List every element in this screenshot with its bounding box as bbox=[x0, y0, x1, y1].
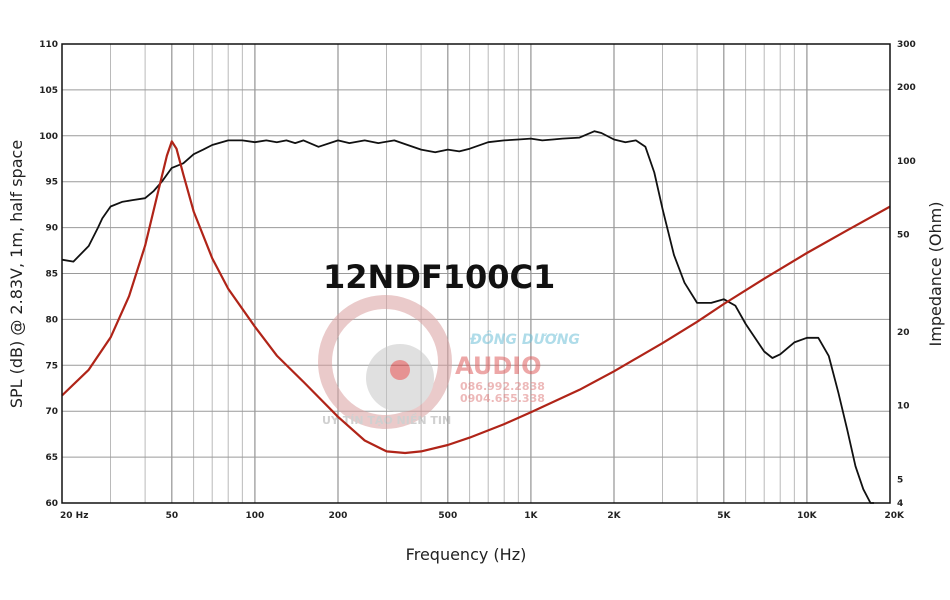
left-tick-label: 90 bbox=[45, 224, 58, 234]
x-tick-label: 200 bbox=[329, 511, 348, 521]
watermark-phone-2: 0904.655.338 bbox=[460, 392, 545, 405]
chart-title: 12NDF100C1 bbox=[323, 258, 555, 296]
left-tick-labels: 110 105 100 95 90 85 80 75 70 65 60 bbox=[39, 40, 58, 509]
right-tick-label: 100 bbox=[897, 157, 916, 167]
x-tick-label: 100 bbox=[246, 511, 265, 521]
right-axis-title: Impedance (Ohm) bbox=[926, 202, 945, 347]
x-tick-label: 500 bbox=[438, 511, 457, 521]
left-axis-title: SPL (dB) @ 2.83V, 1m, half space bbox=[7, 140, 26, 408]
plot-frame bbox=[61, 43, 891, 504]
x-axis-title: Frequency (Hz) bbox=[406, 545, 527, 564]
right-tick-label: 50 bbox=[897, 230, 910, 240]
left-tick-label: 105 bbox=[39, 86, 58, 96]
watermark-brand-main: AUDIO bbox=[455, 352, 542, 380]
left-tick-label: 85 bbox=[45, 270, 58, 280]
x-tick-label: 10K bbox=[797, 511, 818, 521]
watermark-disc-outer bbox=[318, 295, 452, 429]
x-tick-label: 5K bbox=[717, 511, 731, 521]
x-tick-label: 20K bbox=[885, 511, 906, 521]
right-tick-label: 4 bbox=[897, 499, 903, 509]
left-tick-label: 80 bbox=[45, 315, 58, 325]
right-tick-label: 200 bbox=[897, 83, 916, 93]
left-tick-label: 75 bbox=[45, 361, 58, 371]
grid-lines bbox=[62, 44, 890, 503]
watermark-brand-top: ĐÔNG DƯƠNG bbox=[469, 330, 580, 348]
left-tick-label: 110 bbox=[39, 40, 58, 50]
right-tick-label: 10 bbox=[897, 402, 910, 412]
left-tick-label: 60 bbox=[45, 499, 58, 509]
right-tick-label: 20 bbox=[897, 328, 910, 338]
impedance-curve bbox=[61, 140, 891, 455]
left-tick-label: 65 bbox=[45, 453, 58, 463]
x-tick-label: 50 bbox=[166, 511, 179, 521]
right-tick-label: 300 bbox=[897, 40, 916, 50]
left-tick-label: 95 bbox=[45, 178, 58, 188]
x-tick-label: 1K bbox=[524, 511, 538, 521]
right-tick-labels: 300 200 100 50 20 10 5 4 bbox=[897, 40, 916, 509]
curves bbox=[61, 130, 891, 504]
right-tick-label: 5 bbox=[897, 475, 903, 485]
left-tick-label: 100 bbox=[39, 132, 58, 142]
x-tick-labels: 20 Hz 50 100 200 500 1K 2K 5K 10K 20K bbox=[60, 511, 905, 521]
x-tick-label: 20 Hz bbox=[60, 511, 88, 521]
x-tick-label: 2K bbox=[607, 511, 621, 521]
watermark-logo: ĐÔNG DƯƠNG AUDIO 086.992.2838 0904.655.3… bbox=[318, 295, 580, 429]
watermark-phone-1: 086.992.2838 bbox=[460, 380, 545, 393]
watermark-slogan: UY TÍN TẠO NIỀN TIN bbox=[322, 413, 451, 427]
watermark-disc-dot bbox=[390, 360, 410, 380]
spl-curve bbox=[61, 130, 874, 504]
left-tick-label: 70 bbox=[45, 407, 58, 417]
